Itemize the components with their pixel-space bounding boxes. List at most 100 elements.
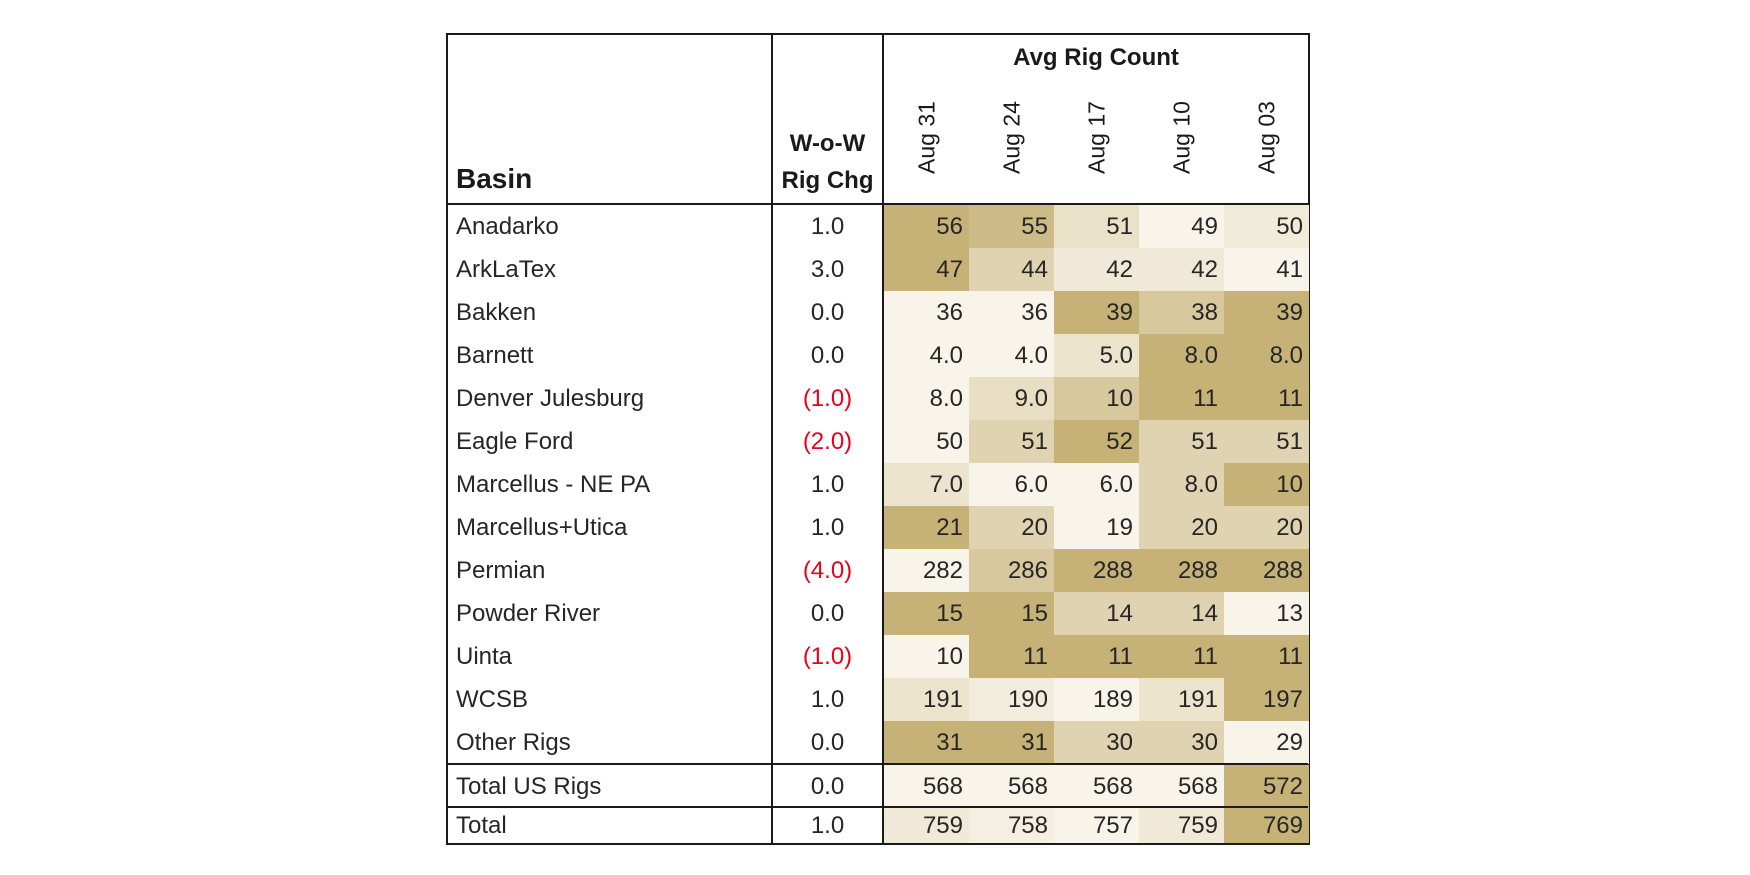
total-row: Total 1.0 759 758 757 759 769 (448, 808, 1309, 843)
basin-name: Total (448, 808, 773, 843)
rig-count-cell: 50 (884, 420, 969, 463)
rig-count-cell: 20 (1139, 506, 1224, 549)
rig-count-cell: 6.0 (1054, 463, 1139, 506)
rig-count-cell: 11 (1224, 377, 1309, 420)
rig-count-cell: 19 (1054, 506, 1139, 549)
rig-count-cell: 189 (1054, 678, 1139, 721)
rig-count-cell: 197 (1224, 678, 1309, 721)
rig-count-cell: 11 (1139, 635, 1224, 678)
basin-name: Permian (448, 549, 773, 592)
table-row: Marcellus+Utica 1.0 21 20 19 20 20 (448, 506, 1309, 549)
rig-count-cell: 50 (1224, 205, 1309, 248)
rig-count-cell: 5.0 (1054, 334, 1139, 377)
wow-header-line1: W-o-W (789, 130, 866, 157)
date-header-2: Aug 24 (969, 93, 1054, 201)
table-row: Other Rigs 0.0 31 31 30 30 29 (448, 721, 1309, 764)
rig-count-cell: 568 (884, 765, 969, 808)
table-row: Bakken 0.0 36 36 39 38 39 (448, 291, 1309, 334)
rig-count-cell: 56 (884, 205, 969, 248)
rig-count-cell: 36 (969, 291, 1054, 334)
avg-rig-count-header: Avg Rig Count Aug 31 Aug 24 Aug 17 Aug 1… (884, 35, 1308, 203)
rig-count-cell: 47 (884, 248, 969, 291)
table-row: Permian (4.0) 282 286 288 288 288 (448, 549, 1309, 592)
basin-name: WCSB (448, 678, 773, 721)
basin-name: Powder River (448, 592, 773, 635)
date-label: Aug 31 (913, 101, 939, 174)
wow-change: 0.0 (773, 765, 884, 808)
rig-count-cell: 8.0 (1139, 463, 1224, 506)
table-row: Anadarko 1.0 56 55 51 49 50 (448, 205, 1309, 248)
rig-count-cell: 288 (1224, 549, 1309, 592)
rig-count-cell: 36 (884, 291, 969, 334)
avg-rig-count-title: Avg Rig Count (1013, 44, 1179, 71)
wow-change: 1.0 (773, 205, 884, 248)
rig-count-cell: 758 (969, 808, 1054, 843)
basin-name: Barnett (448, 334, 773, 377)
rig-count-cell: 759 (884, 808, 969, 843)
wow-change: (2.0) (773, 420, 884, 463)
rig-count-cell: 8.0 (1224, 334, 1309, 377)
rig-count-cell: 4.0 (884, 334, 969, 377)
date-label: Aug 17 (1083, 101, 1109, 174)
rig-count-cell: 757 (1054, 808, 1139, 843)
basin-name: Total US Rigs (448, 765, 773, 808)
rig-count-cell: 191 (1139, 678, 1224, 721)
rig-count-cell: 52 (1054, 420, 1139, 463)
rig-count-cell: 51 (1139, 420, 1224, 463)
rig-count-cell: 11 (1139, 377, 1224, 420)
table-row: Uinta (1.0) 10 11 11 11 11 (448, 635, 1309, 678)
date-header-4: Aug 10 (1139, 93, 1224, 201)
rig-count-cell: 55 (969, 205, 1054, 248)
rig-count-cell: 11 (1224, 635, 1309, 678)
rig-count-cell: 568 (1139, 765, 1224, 808)
rig-count-cell: 11 (969, 635, 1054, 678)
wow-change: 0.0 (773, 592, 884, 635)
rig-count-cell: 31 (969, 721, 1054, 764)
rig-count-cell: 6.0 (969, 463, 1054, 506)
wow-change: 1.0 (773, 463, 884, 506)
rig-count-cell: 39 (1224, 291, 1309, 334)
header-divider (448, 203, 1308, 205)
rig-count-cell: 572 (1224, 765, 1309, 808)
rig-count-cell: 29 (1224, 721, 1309, 764)
rig-count-cell: 769 (1224, 808, 1309, 843)
basin-name: Uinta (448, 635, 773, 678)
table-row: Barnett 0.0 4.0 4.0 5.0 8.0 8.0 (448, 334, 1309, 377)
rig-count-cell: 51 (1054, 205, 1139, 248)
total-us-divider (448, 763, 1308, 765)
wow-change: 0.0 (773, 334, 884, 377)
rig-count-cell: 10 (884, 635, 969, 678)
table-row: Marcellus - NE PA 1.0 7.0 6.0 6.0 8.0 10 (448, 463, 1309, 506)
rig-count-cell: 568 (969, 765, 1054, 808)
wow-change: (1.0) (773, 377, 884, 420)
wow-change: 3.0 (773, 248, 884, 291)
rig-count-cell: 49 (1139, 205, 1224, 248)
rig-count-cell: 41 (1224, 248, 1309, 291)
date-label: Aug 10 (1168, 101, 1194, 174)
basin-header: Basin (448, 35, 773, 203)
rig-count-cell: 44 (969, 248, 1054, 291)
rig-count-cell: 21 (884, 506, 969, 549)
wow-change: (4.0) (773, 549, 884, 592)
basin-name: Marcellus+Utica (448, 506, 773, 549)
rig-count-cell: 568 (1054, 765, 1139, 808)
rig-count-cell: 282 (884, 549, 969, 592)
rig-count-cell: 288 (1054, 549, 1139, 592)
table-row: Eagle Ford (2.0) 50 51 52 51 51 (448, 420, 1309, 463)
wow-header: W-o-W Rig Chg (773, 35, 884, 203)
basin-name: Anadarko (448, 205, 773, 248)
table-row: WCSB 1.0 191 190 189 191 197 (448, 678, 1309, 721)
basin-name: Eagle Ford (448, 420, 773, 463)
rig-count-cell: 42 (1139, 248, 1224, 291)
rig-count-cell: 20 (1224, 506, 1309, 549)
table-row: Powder River 0.0 15 15 14 14 13 (448, 592, 1309, 635)
wow-header-line2: Rig Chg (781, 167, 874, 194)
basin-name: Marcellus - NE PA (448, 463, 773, 506)
basin-name: Bakken (448, 291, 773, 334)
rig-count-cell: 4.0 (969, 334, 1054, 377)
rig-count-cell: 20 (969, 506, 1054, 549)
rig-count-cell: 42 (1054, 248, 1139, 291)
rig-count-cell: 7.0 (884, 463, 969, 506)
wow-change: 0.0 (773, 721, 884, 764)
rig-count-cell: 286 (969, 549, 1054, 592)
